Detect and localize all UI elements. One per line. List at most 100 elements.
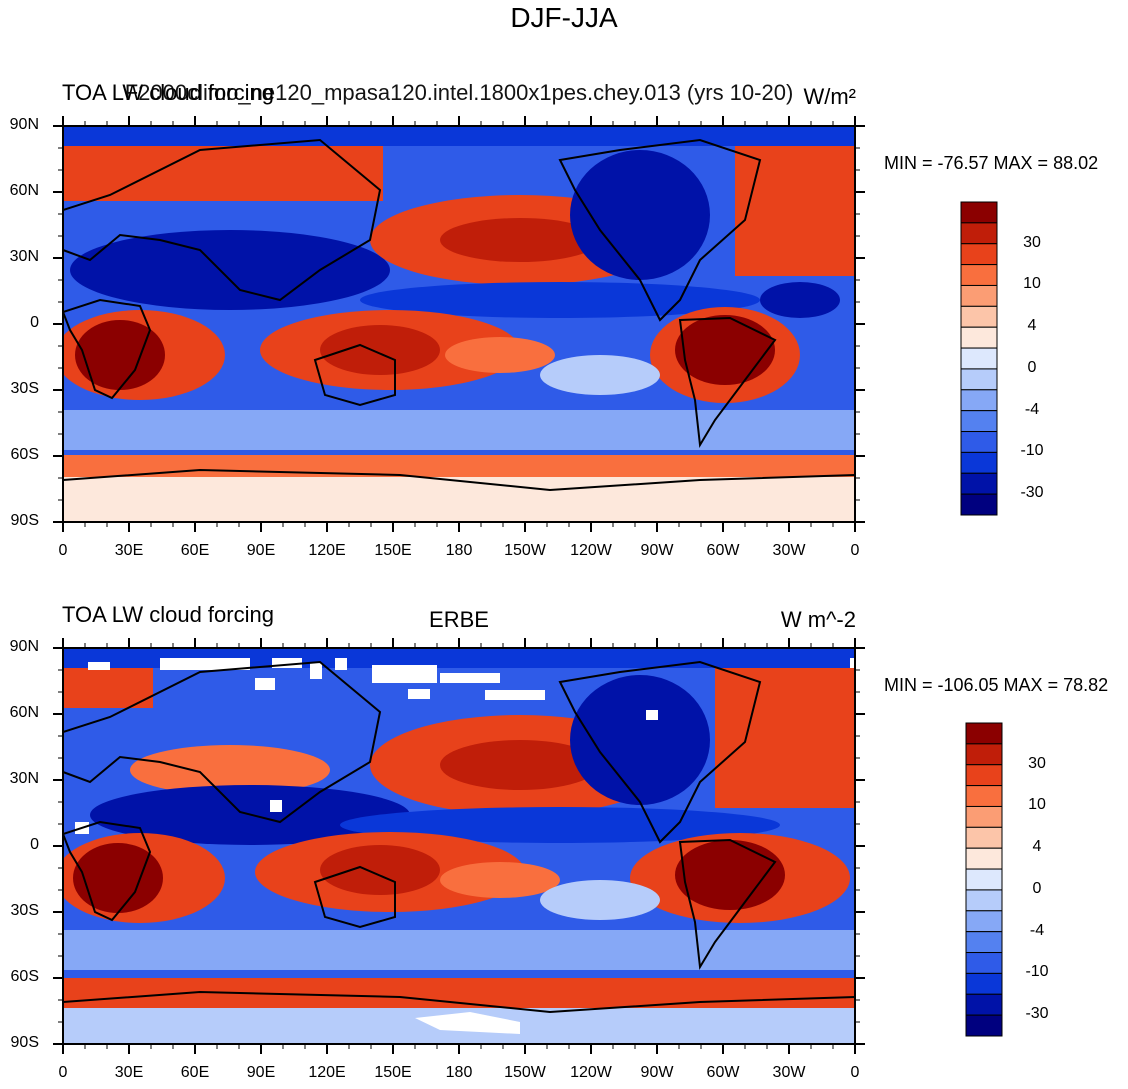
colorbar-label: -4 xyxy=(1024,400,1040,418)
panel1-coast-antarctica xyxy=(63,468,855,492)
colorbar-label: 4 xyxy=(1032,838,1042,856)
panel2-coast-north-america xyxy=(558,660,762,844)
colorbar-box xyxy=(965,1014,1003,1037)
y-tick-label: 30N xyxy=(9,248,39,265)
panel2-missing-data xyxy=(75,658,855,1034)
panel2-missing-patch xyxy=(372,665,437,683)
panel2-missing-patch xyxy=(415,1012,520,1034)
panel2-field-maritime-core xyxy=(320,845,440,895)
panel1-field-epac-light xyxy=(540,355,660,395)
y-tick-label: 60S xyxy=(10,968,39,985)
y-tick-label: 90S xyxy=(10,512,39,529)
colorbar-label: -4 xyxy=(1029,921,1045,939)
panel2-coast-eurasia xyxy=(63,660,382,824)
panel2-missing-patch xyxy=(310,663,322,679)
panel2-units: W m^-2 xyxy=(780,607,856,632)
colorbar-box xyxy=(965,910,1003,933)
colorbar-box xyxy=(965,764,1003,787)
panel1-colorbar xyxy=(960,201,998,516)
panel1-units: W/m² xyxy=(803,84,856,109)
figure-title: DJF-JJA xyxy=(510,2,618,33)
panel2-missing-patch xyxy=(160,658,250,670)
colorbar-box xyxy=(965,743,1003,766)
panel2-missing-patch xyxy=(440,673,500,683)
panel1-coast-africa xyxy=(63,298,152,400)
colorbar-box xyxy=(965,868,1003,891)
x-tick-label: 180 xyxy=(445,1064,473,1081)
x-tick-label: 60E xyxy=(180,542,210,559)
panel1-field-npac-core xyxy=(440,218,600,262)
panel1-field-na-blue xyxy=(570,150,710,280)
colorbar-box xyxy=(965,722,1003,745)
panel1-field-asia-blue xyxy=(70,230,390,310)
panel1-field-samerica-core xyxy=(675,315,775,385)
x-tick-label: 90W xyxy=(640,542,674,559)
y-tick-label: 30S xyxy=(10,902,39,919)
panel1-coastlines xyxy=(63,138,855,492)
x-tick-label: 150W xyxy=(504,542,546,559)
x-tick-label: 30E xyxy=(114,1064,144,1081)
panel2-colorbar xyxy=(965,722,1003,1037)
panel2-missing-patch xyxy=(270,800,282,812)
panel2-field-epac-light xyxy=(540,880,660,920)
panel1-coast-eurasia xyxy=(63,138,382,302)
x-tick-label: 150E xyxy=(374,1064,412,1081)
colorbar-box xyxy=(965,826,1003,849)
x-tick-label: 30W xyxy=(772,1064,806,1081)
colorbar-label: -10 xyxy=(1020,442,1044,460)
panel1-field-natl-blue xyxy=(760,282,840,318)
panel2-minmax: MIN = -106.05 MAX = 78.82 xyxy=(884,675,1109,695)
panel2-coast-south-america xyxy=(678,838,777,971)
y-tick-label: 90N xyxy=(9,638,39,655)
panel2-missing-patch xyxy=(88,662,110,670)
panel2-field-so-light xyxy=(63,930,855,970)
panel1-coast-north-america xyxy=(558,138,762,322)
panel2-field-npac-core xyxy=(440,740,600,790)
x-tick-label: 120W xyxy=(570,1064,612,1081)
colorbar-label: -30 xyxy=(1025,1005,1049,1023)
panel2-missing-patch xyxy=(485,690,545,700)
panel2-field-north-atl-warm xyxy=(63,668,153,708)
panel2-field-na-blue xyxy=(570,675,710,805)
panel2-center-title: ERBE xyxy=(429,607,489,632)
panel2-coast-antarctica xyxy=(63,990,855,1014)
panel1-coast-australia xyxy=(313,343,396,407)
colorbar-label: 10 xyxy=(1028,796,1046,814)
colorbar-label: -10 xyxy=(1025,963,1049,981)
panel1-minmax: MIN = -76.57 MAX = 88.02 xyxy=(884,153,1099,173)
panel1-left-title: TOA LW cloud forcing xyxy=(62,80,274,105)
colorbar-box xyxy=(965,889,1003,912)
x-tick-label: 150E xyxy=(374,542,412,559)
colorbar-box xyxy=(965,952,1003,974)
panel2-missing-patch xyxy=(272,658,302,668)
panel2-coastlines xyxy=(63,660,855,1014)
panel1-map xyxy=(53,116,865,532)
colorbar-box xyxy=(960,493,998,516)
colorbar-label: 30 xyxy=(1028,754,1046,772)
panel2-field-africa-core xyxy=(73,843,163,913)
colorbar-label: 0 xyxy=(1032,879,1042,897)
x-tick-label: 60W xyxy=(706,1064,740,1081)
panel1-field-itcz-blue xyxy=(360,282,760,318)
panel1-field-spcz xyxy=(445,337,555,373)
colorbar-box xyxy=(965,847,1003,870)
y-tick-label: 90S xyxy=(10,1034,39,1051)
x-tick-label: 90E xyxy=(246,1064,276,1081)
colorbar-box xyxy=(965,931,1003,954)
panel1-field-maritime-core xyxy=(320,325,440,375)
panel2-coast-australia xyxy=(313,865,396,929)
panel2-field-samerica-core xyxy=(675,840,785,910)
x-tick-label: 180 xyxy=(445,542,473,559)
x-tick-label: 120E xyxy=(308,1064,346,1081)
x-tick-label: 60W xyxy=(706,542,740,559)
x-tick-label: 30W xyxy=(772,542,806,559)
y-tick-label: 30N xyxy=(9,770,39,787)
panel2-missing-patch xyxy=(408,689,430,699)
panel1-field xyxy=(63,126,855,522)
y-tick-label: 60S xyxy=(10,446,39,463)
panel1-field-nh-warm-east xyxy=(735,146,855,276)
y-tick-label: 60N xyxy=(9,182,39,199)
panel2-field-nh-warm-east xyxy=(715,668,855,808)
colorbar-label: 0 xyxy=(1027,358,1037,376)
